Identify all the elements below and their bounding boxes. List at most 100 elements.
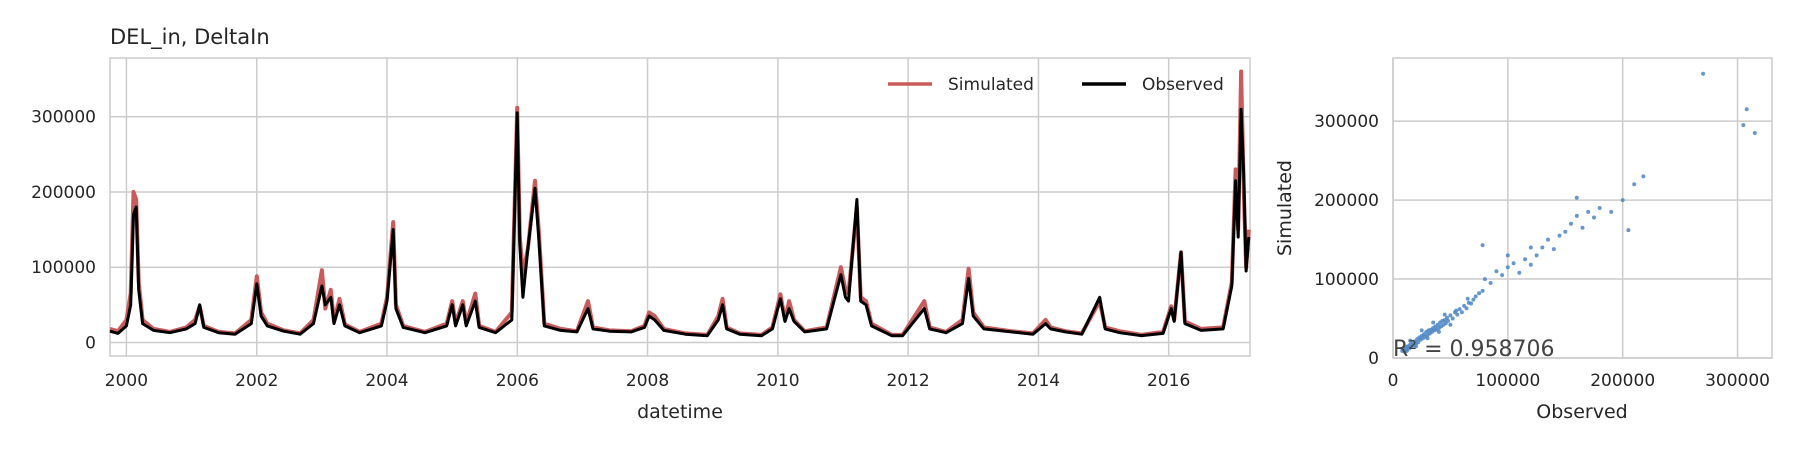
scatter-point	[1517, 270, 1522, 275]
series-line-observed	[109, 107, 1251, 338]
scatter-point	[1569, 221, 1573, 226]
timeseries-x-axis-label: datetime	[637, 401, 723, 423]
scatter-point	[1442, 312, 1447, 317]
scatter-point	[1620, 198, 1625, 203]
scatter-point	[1482, 277, 1487, 282]
timeseries-x-tick-label: 2002	[235, 371, 278, 391]
scatter-point	[1500, 273, 1505, 278]
scatter-point	[1563, 229, 1568, 234]
scatter-point	[1488, 281, 1493, 285]
scatter-plot-frame	[1392, 57, 1773, 359]
scatter-point	[1701, 71, 1706, 76]
r-squared-annotation: R² = 0.958706	[1393, 337, 1555, 362]
scatter-point	[1574, 195, 1579, 200]
scatter-point	[1744, 107, 1749, 112]
scatter-point	[1523, 257, 1528, 262]
scatter-point	[1408, 338, 1413, 343]
scatter-x-tick-label: 200000	[1590, 371, 1655, 391]
scatter-point	[1574, 213, 1579, 218]
scatter-point	[1419, 328, 1424, 333]
timeseries-x-tick-label: 2010	[756, 371, 799, 391]
timeseries-x-tick-label: 2008	[626, 371, 669, 391]
scatter-x-tick-labels: 0 100000 200000 300000	[1388, 371, 1770, 391]
timeseries-gridlines	[110, 58, 1250, 356]
scatter-point	[1528, 262, 1533, 267]
timeseries-x-tick-label: 2014	[1017, 371, 1060, 391]
scatter-point	[1505, 253, 1510, 258]
scatter-x-tick-label: 300000	[1705, 371, 1770, 391]
timeseries-y-tick-label: 300000	[31, 108, 96, 128]
scatter-point	[1431, 320, 1436, 325]
scatter-point	[1459, 310, 1464, 315]
scatter-point	[1511, 261, 1516, 266]
scatter-point	[1436, 329, 1441, 334]
scatter-point	[1445, 315, 1449, 320]
scatter-panel: 0 100000 200000 300000 0100000200000300000 …	[1274, 57, 1773, 423]
scatter-point	[1454, 308, 1459, 313]
timeseries-x-tick-labels: 2000 2002 2004 2006 2008 2010 2012 2014 2016	[105, 371, 1191, 391]
scatter-point	[1465, 296, 1470, 301]
scatter-point	[1632, 182, 1637, 187]
scatter-point	[1477, 291, 1482, 296]
scatter-y-tick-label: 200000	[1314, 191, 1379, 211]
scatter-point	[1557, 233, 1562, 238]
timeseries-x-tick-label: 2016	[1147, 371, 1190, 391]
scatter-x-tick-label: 100000	[1475, 371, 1540, 391]
scatter-point	[1505, 265, 1510, 270]
timeseries-title: DEL_in, DeltaIn	[110, 25, 270, 50]
timeseries-panel: 2000 2002 2004 2006 2008 2010 2012 2014 2016 0 10…	[31, 25, 1251, 423]
scatter-point	[1540, 245, 1545, 250]
scatter-point	[1473, 294, 1478, 299]
legend-simulated-label: Simulated	[948, 75, 1034, 95]
timeseries-plot-frame	[109, 57, 1251, 357]
scatter-point	[1534, 253, 1539, 258]
scatter-point	[1404, 348, 1409, 353]
scatter-point	[1450, 316, 1455, 321]
scatter-point	[1626, 228, 1631, 233]
scatter-point	[1546, 237, 1550, 242]
scatter-point	[1446, 318, 1451, 323]
scatter-point	[1586, 209, 1591, 214]
scatter-point	[1471, 297, 1476, 302]
scatter-point	[1448, 313, 1453, 318]
scatter-point	[1528, 245, 1533, 250]
scatter-point	[1480, 243, 1485, 248]
timeseries-x-tick-label: 2006	[496, 371, 539, 391]
scatter-point	[1752, 131, 1757, 135]
timeseries-series-lines	[109, 69, 1251, 338]
scatter-point	[1597, 206, 1602, 210]
scatter-point	[1592, 215, 1596, 220]
scatter-point	[1469, 301, 1474, 306]
scatter-point	[1425, 336, 1430, 341]
scatter-y-tick-label: 100000	[1314, 270, 1379, 290]
scatter-y-tick-label: 0	[1368, 349, 1379, 369]
scatter-point	[1448, 322, 1453, 327]
scatter-y-axis-label: Simulated	[1274, 160, 1296, 256]
legend: Simulated Observed	[888, 75, 1224, 95]
timeseries-y-tick-label: 200000	[31, 183, 96, 203]
timeseries-y-tick-label: 100000	[31, 258, 96, 278]
scatter-x-tick-label: 0	[1388, 371, 1399, 391]
scatter-point	[1464, 306, 1469, 311]
legend-observed-label: Observed	[1142, 75, 1224, 95]
scatter-point	[1455, 312, 1460, 317]
scatter-point	[1609, 209, 1614, 214]
scatter-point	[1580, 225, 1585, 230]
scatter-y-tick-label: 300000	[1314, 112, 1379, 132]
scatter-gridlines	[1392, 58, 1772, 359]
timeseries-x-tick-label: 2012	[886, 371, 929, 391]
timeseries-x-tick-label: 2004	[365, 371, 408, 391]
scatter-point	[1494, 269, 1499, 274]
scatter-point	[1641, 174, 1646, 179]
timeseries-y-tick-labels: 0 100000 200000 300000	[31, 108, 96, 354]
scatter-point	[1457, 307, 1462, 312]
scatter-y-tick-labels: 0 100000 200000 300000	[1314, 112, 1379, 369]
timeseries-x-tick-label: 2000	[105, 371, 148, 391]
scatter-point	[1480, 288, 1485, 293]
series-line-simulated	[109, 69, 1251, 337]
scatter-point	[1551, 247, 1556, 252]
scatter-x-axis-label: Observed	[1536, 401, 1627, 423]
scatter-point	[1741, 123, 1746, 128]
